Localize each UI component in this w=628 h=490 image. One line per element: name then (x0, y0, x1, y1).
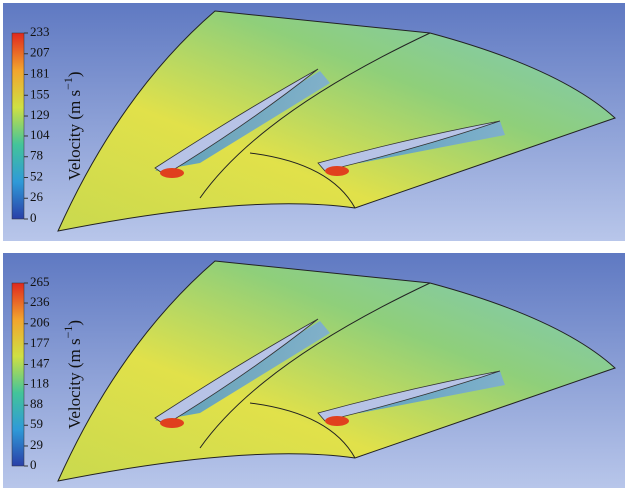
colorbar-tick-label: 59 (30, 416, 43, 431)
colorbar-tick-label: 177 (30, 335, 50, 350)
label-text: Velocity (m s (65, 90, 84, 181)
label-superscript: −1 (61, 326, 75, 339)
colorbar-tick-label: 129 (30, 107, 50, 122)
colorbar-tick-label: 88 (30, 396, 43, 411)
colorbar-tick-label: 206 (30, 315, 50, 330)
page: 0265278104129155181207233Velocity (m s−1… (0, 0, 628, 490)
colorbar-tick-label: 236 (30, 294, 50, 309)
figure: 0265278104129155181207233Velocity (m s−1… (0, 0, 628, 490)
colorbar-tick-label: 52 (30, 168, 43, 183)
hot-spot (325, 416, 349, 426)
colorbar-tick-label: 207 (30, 45, 50, 60)
colorbar (12, 283, 24, 466)
label-text: ) (65, 71, 84, 77)
label-text: Velocity (m s (65, 338, 84, 429)
hot-spot (160, 418, 184, 428)
hot-spot (325, 166, 349, 176)
colorbar-tick-label: 147 (30, 355, 50, 370)
label-text: ) (65, 320, 84, 326)
colorbar-tick-label: 78 (30, 148, 43, 163)
colorbar-tick-label: 0 (30, 457, 37, 472)
colorbar-tick-label: 233 (30, 24, 50, 39)
colorbar-tick-label: 155 (30, 86, 50, 101)
hot-spot (160, 168, 184, 178)
colorbar-tick-label: 0 (30, 210, 37, 225)
colorbar-tick-label: 265 (30, 274, 50, 289)
label-superscript: −1 (61, 77, 75, 90)
colorbar-tick-label: 181 (30, 65, 50, 80)
colorbar-tick-label: 104 (30, 127, 50, 142)
panel: 0 29 59 88 118 147 177 206 236 265 Velocity (m s−1… (3, 253, 625, 488)
colorbar-tick-label: 29 (30, 437, 43, 452)
colorbar-tick-label: 118 (30, 375, 49, 390)
colorbar (12, 33, 24, 219)
panel: 0 26 52 78 104 129 155 181 207 233 Velocity (m s−1… (3, 3, 625, 241)
colorbar-tick-label: 26 (30, 189, 44, 204)
